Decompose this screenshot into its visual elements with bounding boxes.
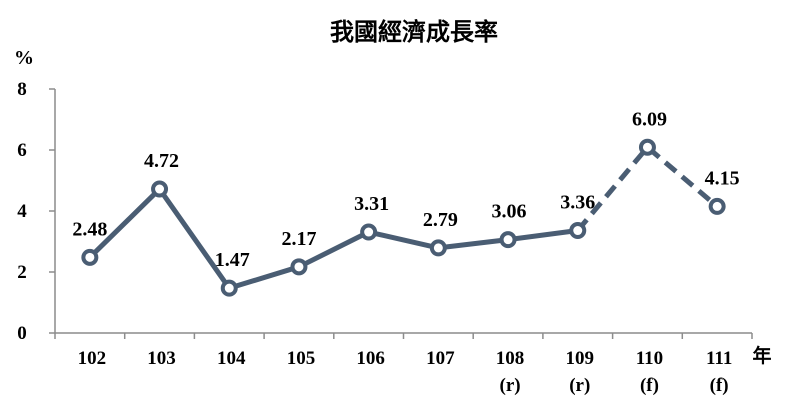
series-dashed-segment xyxy=(575,144,719,233)
y-tick-label: 6 xyxy=(17,140,27,161)
x-tick-label: 109 xyxy=(566,348,595,369)
y-tick-label: 0 xyxy=(17,323,27,344)
axes xyxy=(49,88,753,339)
data-point xyxy=(708,197,726,215)
x-tick-labels: 102 103 104 105 106 107 108 (r) 109 (r) 110 (f) 111 (… xyxy=(78,348,733,396)
x-tick-label: 103 xyxy=(147,348,176,369)
x-tick-note: (r) xyxy=(569,375,590,396)
data-label: 2.79 xyxy=(423,209,458,231)
data-label: 4.15 xyxy=(705,167,740,189)
x-tick-label: 102 xyxy=(78,348,107,369)
x-tick-label: 107 xyxy=(426,348,455,369)
x-tick-label: 104 xyxy=(217,348,246,369)
x-tick-label: 110 xyxy=(636,348,663,369)
x-tick-note: (f) xyxy=(710,375,729,396)
data-point xyxy=(151,180,169,198)
data-label: 4.72 xyxy=(144,150,179,172)
y-tick-label: 2 xyxy=(17,262,27,283)
data-point xyxy=(360,223,378,241)
data-label: 6.09 xyxy=(632,108,667,130)
x-tick-label: 108 xyxy=(496,348,525,369)
data-point xyxy=(290,258,308,276)
data-point xyxy=(220,279,238,297)
x-tick-label: 105 xyxy=(287,348,316,369)
x-tick-note: (f) xyxy=(640,375,659,396)
series-line xyxy=(88,144,719,291)
data-point xyxy=(499,231,517,249)
chart-title: 我國經濟成長率 xyxy=(330,18,498,46)
data-point xyxy=(429,239,447,257)
x-tick-note: (r) xyxy=(500,375,521,396)
y-tick-labels: 0 2 4 6 8 xyxy=(17,79,27,344)
data-points xyxy=(81,138,726,297)
data-label: 1.47 xyxy=(215,249,250,271)
data-label: 2.17 xyxy=(281,228,316,250)
data-point xyxy=(638,138,656,156)
data-point xyxy=(81,248,99,266)
data-label: 3.31 xyxy=(354,193,389,215)
x-tick-label: 106 xyxy=(356,348,385,369)
data-label: 3.36 xyxy=(560,192,595,214)
data-label: 2.48 xyxy=(72,218,107,240)
data-labels: 2.48 4.72 1.47 2.17 3.31 2.79 3.06 3.36 6.09 4.15 xyxy=(72,108,739,271)
y-axis-unit: % xyxy=(14,47,34,69)
data-point xyxy=(569,222,587,240)
x-tick-label: 111 xyxy=(706,348,732,369)
y-tick-label: 4 xyxy=(17,201,27,222)
y-tick-label: 8 xyxy=(17,79,27,100)
x-axis-unit: 年 xyxy=(752,344,771,367)
series-solid-segment xyxy=(88,186,579,291)
data-label: 3.06 xyxy=(492,201,527,223)
